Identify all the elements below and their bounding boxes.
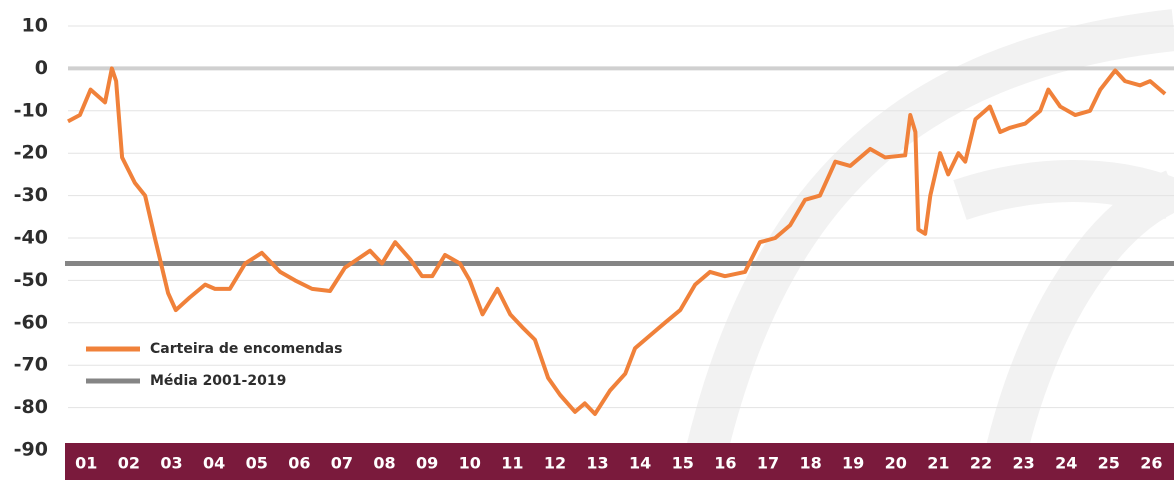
chart: 10 0 -10 -20 -30 -40 -50 -60 -70 -80 -90 01 02 03 04 05… [0, 0, 1174, 480]
x-tick-label: 24 [1055, 454, 1077, 473]
x-tick-label: 03 [160, 454, 182, 473]
x-tick-label: 20 [885, 454, 907, 473]
y-tick-label: -60 [14, 311, 48, 333]
x-tick-label: 17 [757, 454, 779, 473]
x-tick-label: 09 [416, 454, 438, 473]
x-tick-label: 06 [288, 454, 310, 473]
x-tick-label: 08 [373, 454, 395, 473]
y-tick-label: -50 [14, 269, 48, 291]
x-tick-label: 26 [1140, 454, 1162, 473]
y-tick-label: 10 [22, 15, 48, 37]
x-tick-label: 23 [1012, 454, 1034, 473]
legend-label: Média 2001-2019 [150, 373, 286, 389]
x-tick-label: 04 [203, 454, 225, 473]
y-tick-label: -90 [14, 439, 48, 461]
x-axis-band [65, 443, 1174, 480]
y-tick-label: -80 [14, 396, 48, 418]
x-tick-label: 07 [331, 454, 353, 473]
x-tick-label: 10 [459, 454, 481, 473]
x-tick-label: 01 [75, 454, 97, 473]
x-tick-label: 18 [799, 454, 821, 473]
y-tick-label: -30 [14, 184, 48, 206]
x-tick-label: 12 [544, 454, 566, 473]
y-tick-label: -70 [14, 354, 48, 376]
y-tick-label: 0 [35, 57, 48, 79]
y-tick-label: -10 [14, 99, 48, 121]
watermark [700, 30, 1174, 480]
x-tick-label: 21 [927, 454, 949, 473]
page: 10 0 -10 -20 -30 -40 -50 -60 -70 -80 -90 01 02 03 04 05… [0, 0, 1174, 480]
x-tick-label: 25 [1098, 454, 1120, 473]
x-tick-label: 16 [714, 454, 736, 473]
x-tick-label: 05 [246, 454, 268, 473]
x-tick-label: 13 [586, 454, 608, 473]
y-tick-label: -20 [14, 142, 48, 164]
x-tick-label: 02 [118, 454, 140, 473]
y-tick-label: -40 [14, 227, 48, 249]
x-tick-label: 15 [672, 454, 694, 473]
legend-label: Carteira de encomendas [150, 341, 342, 357]
x-tick-label: 11 [501, 454, 523, 473]
x-tick-label: 14 [629, 454, 651, 473]
line-series [68, 68, 1165, 414]
x-tick-label: 19 [842, 454, 864, 473]
x-tick-label: 22 [970, 454, 992, 473]
